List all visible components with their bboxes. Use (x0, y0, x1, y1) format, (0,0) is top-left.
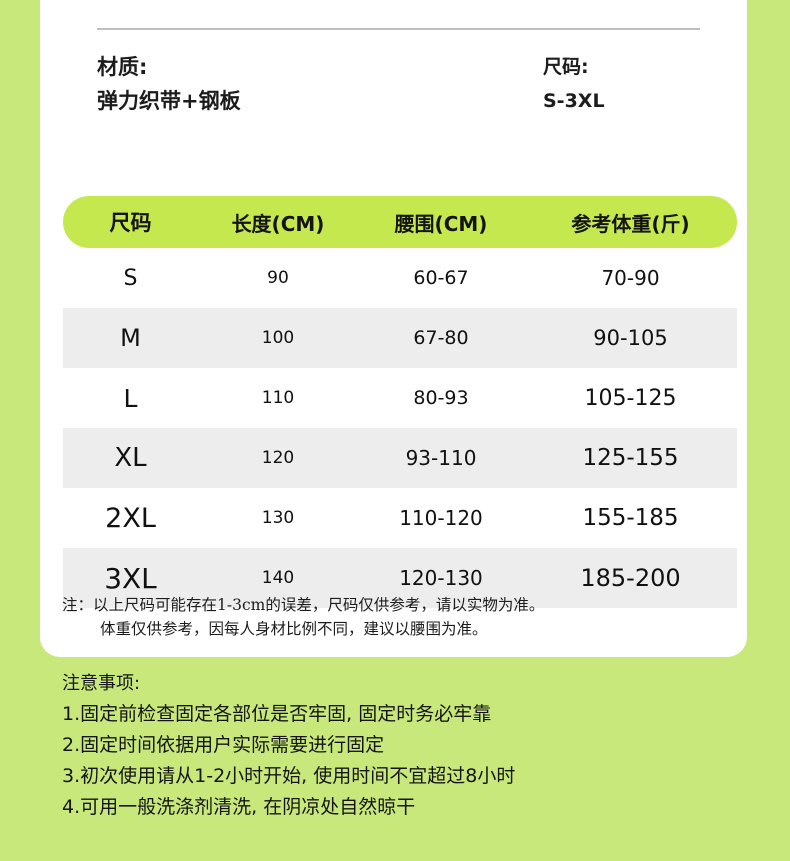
table-row: S 90 60-67 70-90 (63, 248, 737, 308)
column-header-waist: 腰围(CM) (394, 211, 488, 236)
notice-item: 4.可用一般洗涤剂清洗, 在阴凉处自然晾干 (62, 796, 416, 818)
cell-weight: 125-155 (582, 445, 679, 471)
table-row: XL 120 93-110 125-155 (63, 428, 737, 488)
cell-weight: 155-185 (582, 505, 679, 531)
table-row: M 100 67-80 90-105 (63, 308, 737, 368)
cell-size: 3XL (104, 561, 157, 595)
material-label: 材质: (97, 55, 148, 79)
cell-length: 100 (261, 328, 295, 348)
footnote-line-2: 体重仅供参考，因每人身材比例不同，建议以腰围为准。 (100, 620, 488, 638)
table-row: 3XL 140 120-130 185-200 (63, 548, 737, 608)
top-divider (97, 28, 700, 30)
spec-material: 材质: 弹力织带+钢板 (97, 50, 241, 118)
cell-waist: 80-93 (413, 387, 469, 409)
table-header-row: 尺码 长度(CM) 腰围(CM) 参考体重(斤) (63, 196, 737, 248)
notice-item: 2.固定时间依据用户实际需要进行固定 (62, 734, 385, 756)
cell-length: 90 (267, 268, 289, 288)
cell-waist: 67-80 (413, 327, 469, 349)
cell-size: XL (114, 443, 147, 473)
cell-weight: 105-125 (584, 385, 677, 411)
size-chart-table: 尺码 长度(CM) 腰围(CM) 参考体重(斤) S 90 60-67 70-9… (63, 196, 737, 608)
cell-size: M (120, 324, 141, 352)
notice-item: 3.初次使用请从1-2小时开始, 使用时间不宜超过8小时 (62, 765, 516, 787)
cell-length: 140 (261, 568, 295, 588)
material-value: 弹力织带+钢板 (97, 89, 241, 113)
size-label: 尺码: (543, 56, 589, 78)
cell-length: 120 (261, 448, 295, 468)
cell-size: 2XL (105, 502, 156, 534)
cell-weight: 90-105 (593, 326, 668, 350)
table-row: L 110 80-93 105-125 (63, 368, 737, 428)
cell-waist: 93-110 (405, 446, 477, 470)
size-chart-footnote: 注：以上尺码可能存在1-3cm的误差，尺码仅供参考，请以实物为准。 体重仅供参考… (62, 593, 742, 641)
cell-waist: 60-67 (413, 267, 469, 289)
cell-waist: 120-130 (399, 566, 483, 590)
cell-weight: 185-200 (580, 564, 681, 592)
cell-weight: 70-90 (601, 266, 660, 290)
notice-item: 1.固定前检查固定各部位是否牢固, 固定时务必牢靠 (62, 703, 492, 725)
spec-size: 尺码: S-3XL (543, 50, 605, 118)
spec-block: 材质: 弹力织带+钢板 尺码: S-3XL (40, 50, 747, 140)
column-header-size: 尺码 (109, 211, 152, 235)
table-row: 2XL 130 110-120 155-185 (63, 488, 737, 548)
info-card: 材质: 弹力织带+钢板 尺码: S-3XL 尺码 长度(CM) 腰围(CM) 参… (40, 0, 747, 657)
cell-size: L (123, 383, 138, 413)
footnote-line-1: 注：以上尺码可能存在1-3cm的误差，尺码仅供参考，请以实物为准。 (62, 596, 545, 614)
cell-waist: 110-120 (399, 506, 483, 530)
column-header-weight: 参考体重(斤) (571, 211, 690, 236)
cell-length: 110 (261, 388, 295, 408)
notices-title: 注意事项: (62, 673, 141, 694)
cell-size: S (123, 265, 138, 291)
notices-block: 注意事项: 1.固定前检查固定各部位是否牢固, 固定时务必牢靠 2.固定时间依据… (62, 668, 762, 823)
column-header-length: 长度(CM) (231, 211, 325, 236)
size-value: S-3XL (543, 90, 605, 112)
cell-length: 130 (261, 508, 295, 528)
